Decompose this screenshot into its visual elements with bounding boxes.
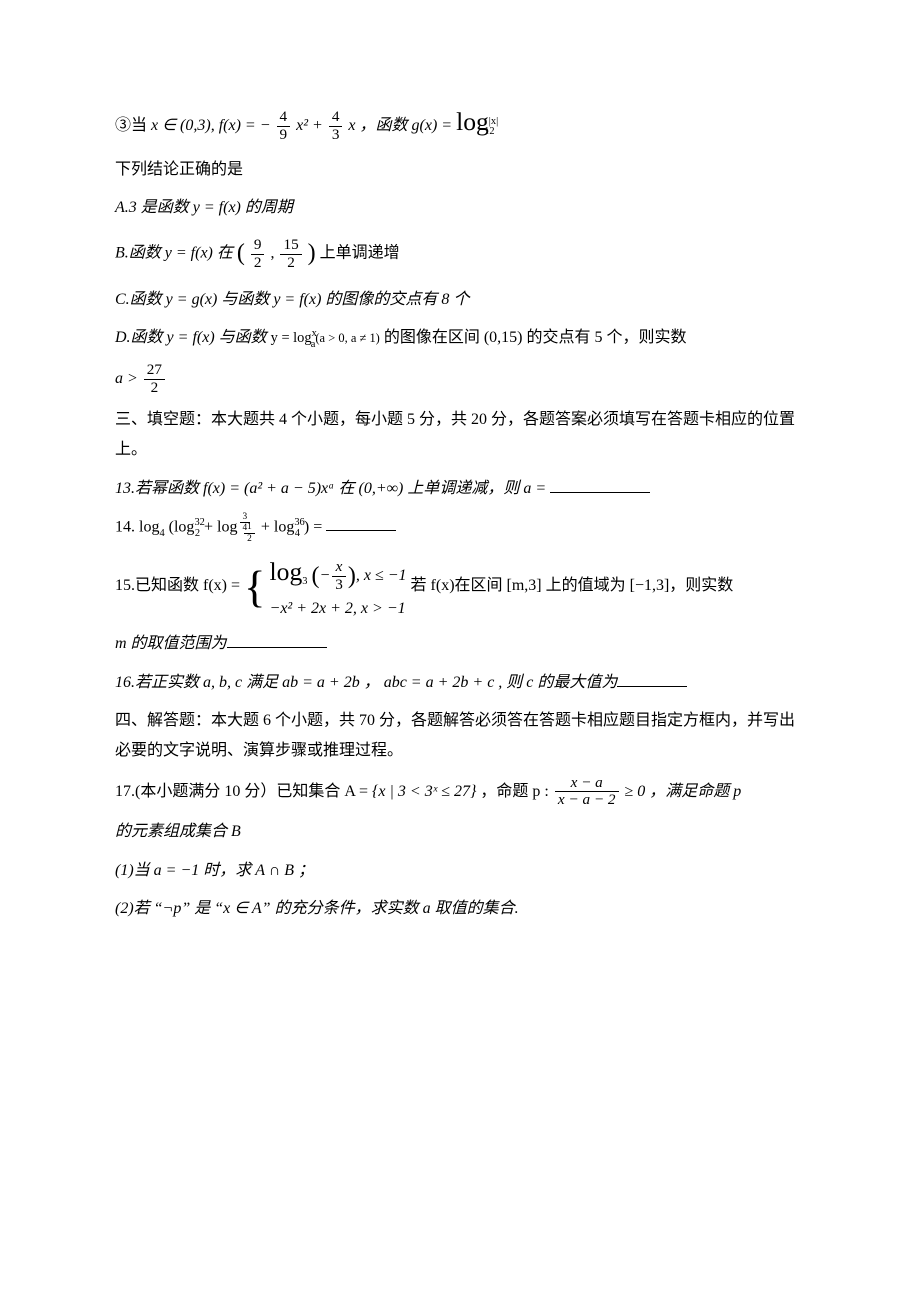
q17-part2: (2)若 “¬p” 是 “x ∈ A” 的充分条件，求实数 a 取值的集合. <box>115 894 810 924</box>
q17-part1: (1)当 a = −1 时，求 A ∩ B ； <box>115 856 810 886</box>
section-4-header: 四、解答题：本大题 6 个小题，共 70 分，各题解答必须答在答题卡相应题目指定… <box>115 706 810 767</box>
q15-line2: m 的取值范围为 <box>115 629 810 659</box>
q16: 16.若正实数 a, b, c 满足 ab = a + 2b ， abc = a… <box>115 668 810 698</box>
q16-blank <box>617 670 687 687</box>
frac-4-3: 43 <box>329 109 343 143</box>
q17: 17.(本小题满分 10 分）已知集合 A = {x | 3 < 3ˣ ≤ 27… <box>115 775 810 809</box>
q12-option-a: A.3 是函数 y = f(x) 的周期 <box>115 193 810 223</box>
section-3-header: 三、填空题：本大题共 4 个小题，每小题 5 分，共 20 分，各题答案必须填写… <box>115 405 810 466</box>
q12-option-c: C.函数 y = g(x) 与函数 y = f(x) 的图像的交点有 8 个 <box>115 285 810 315</box>
q15: 15.已知函数 f(x) = { log3 (−x3), x ≤ −1 −x² … <box>115 552 810 621</box>
cond3-xrange: x ∈ (0,3), f(x) = − <box>151 117 271 134</box>
q14: 14. log4 (log322 + log3412 + log364 ) = <box>115 512 810 544</box>
q17-line2: 的元素组成集合 B <box>115 817 810 847</box>
cond3-xend: x ，函数 g(x) = <box>348 117 456 134</box>
condition-3: ③当 x ∈ (0,3), f(x) = − 49 x² + 43 x ，函数 … <box>115 98 810 147</box>
q15-blank <box>227 631 327 648</box>
q14-blank <box>326 514 396 531</box>
frac-4-9: 49 <box>277 109 291 143</box>
cond3-x2: x² + <box>296 117 327 134</box>
q12-option-b: B.函数 y = f(x) 在 ( 92 , 152 ) 上单调递增 <box>115 231 810 277</box>
q12-option-d: D.函数 y = f(x) 与函数 y = logxa(a > 0, a ≠ 1… <box>115 323 810 354</box>
q12-option-d-line2: a > 272 <box>115 362 810 396</box>
q12-stem: 下列结论正确的是 <box>115 155 810 185</box>
cond3-prefix: ③当 <box>115 117 151 134</box>
log-sub: 12 <box>484 126 494 137</box>
q13-blank <box>550 476 650 493</box>
q13: 13.若幂函数 f(x) = (a² + a − 5)xᵃ 在 (0,+∞) 上… <box>115 474 810 504</box>
